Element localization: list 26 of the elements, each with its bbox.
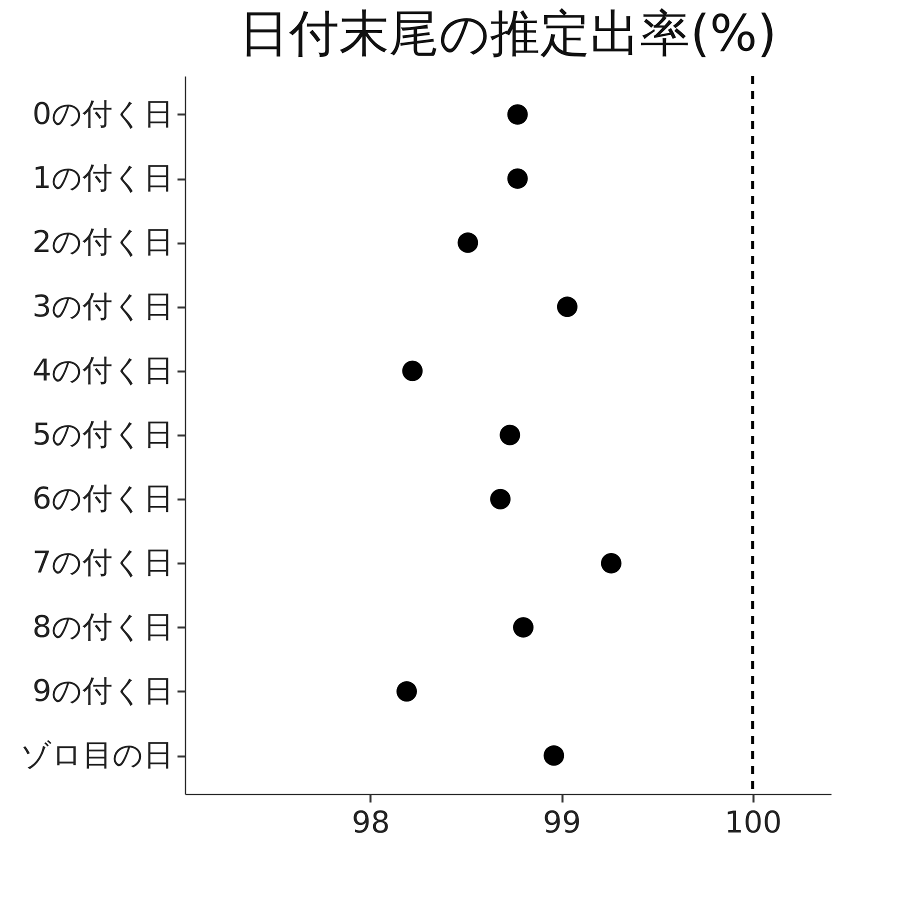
y-tick-label: 7の付く日	[32, 546, 174, 581]
point	[500, 424, 520, 446]
y-tick-label: 0の付く日	[32, 96, 174, 132]
point	[544, 745, 564, 766]
y-tick-label: 3の付く日	[32, 289, 174, 324]
x-tick-label: 100	[724, 806, 782, 840]
y-tick-label: 8の付く日	[32, 610, 174, 645]
x-tick-label: 99	[542, 806, 582, 840]
y-tick-label: 5の付く日	[32, 418, 174, 452]
point	[507, 104, 528, 125]
point	[600, 552, 622, 574]
y-tick-label: ゾロ目の日	[20, 738, 174, 774]
point	[458, 232, 478, 253]
y-tick-label: 1の付く日	[32, 161, 174, 196]
y-tick-label: 6の付く日	[32, 482, 174, 517]
y-tick-label: 9の付く日	[32, 674, 174, 709]
point	[507, 168, 528, 189]
point	[396, 681, 417, 702]
chart-title: 日付末尾の推定出率(%)	[239, 4, 777, 62]
point	[490, 488, 511, 510]
x-tick-label: 98	[352, 806, 390, 840]
point	[513, 617, 534, 638]
point	[402, 360, 423, 382]
y-tick-label: 4の付く日	[32, 353, 174, 388]
point	[557, 296, 578, 318]
y-tick-label: 2の付く日	[32, 225, 174, 260]
